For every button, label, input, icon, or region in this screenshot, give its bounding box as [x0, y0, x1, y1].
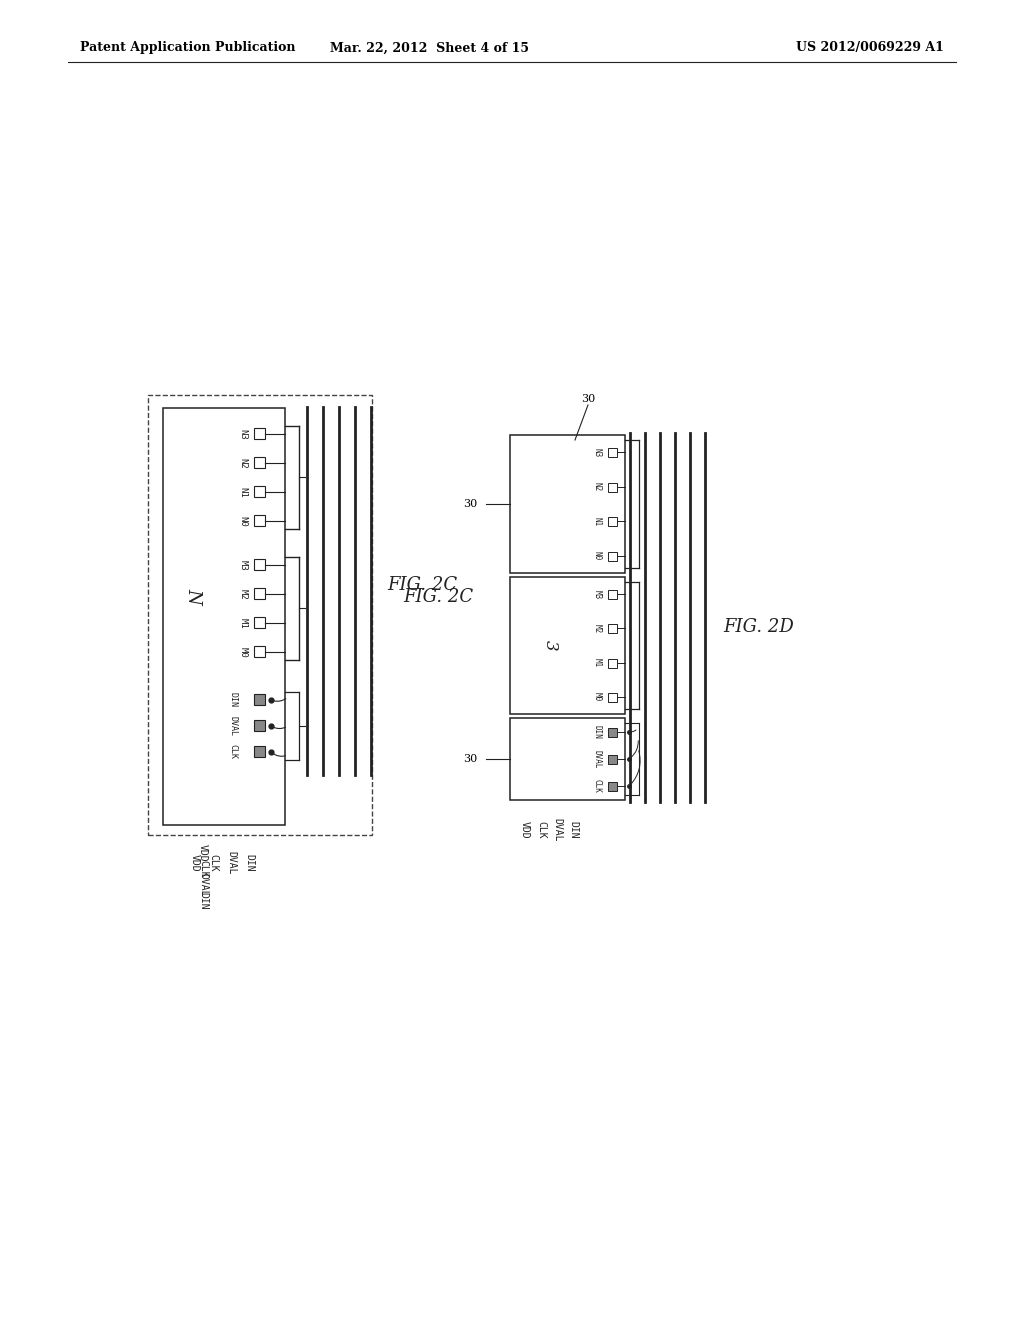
Text: DVAL: DVAL — [593, 750, 601, 768]
Bar — [608, 727, 617, 737]
Text: N3: N3 — [239, 429, 248, 440]
Text: M3: M3 — [239, 560, 248, 570]
Bar — [254, 694, 265, 705]
Text: N: N — [184, 589, 202, 603]
Text: N1: N1 — [239, 487, 248, 498]
Text: 30: 30 — [463, 499, 477, 510]
Bar — [608, 693, 617, 702]
Text: VDD: VDD — [190, 854, 200, 871]
Text: CLK: CLK — [208, 854, 218, 871]
Bar — [510, 577, 625, 714]
Bar — [254, 645, 265, 657]
Bar — [254, 515, 265, 525]
Text: DVAL: DVAL — [226, 851, 236, 875]
Text: M0: M0 — [593, 692, 601, 701]
Text: CLK: CLK — [536, 821, 546, 838]
Text: DIN: DIN — [244, 854, 254, 871]
Text: N3: N3 — [593, 447, 601, 457]
Bar — [608, 483, 617, 492]
Bar — [254, 457, 265, 469]
Text: DVAL: DVAL — [228, 715, 238, 737]
Bar — [254, 616, 265, 628]
Text: 30: 30 — [463, 754, 477, 764]
Text: M3: M3 — [593, 590, 601, 599]
Bar — [608, 755, 617, 764]
Bar — [254, 746, 265, 756]
Text: US 2012/0069229 A1: US 2012/0069229 A1 — [796, 41, 944, 54]
Text: M1: M1 — [593, 657, 601, 667]
Text: DIN: DIN — [593, 725, 601, 739]
Text: CLK: CLK — [228, 744, 238, 759]
Text: CLK: CLK — [593, 779, 601, 793]
Bar — [254, 428, 265, 440]
Text: DVAL: DVAL — [552, 818, 562, 842]
Text: N0: N0 — [239, 516, 248, 527]
Bar — [254, 558, 265, 570]
Bar — [510, 718, 625, 800]
Text: 3: 3 — [542, 640, 558, 651]
Text: Mar. 22, 2012  Sheet 4 of 15: Mar. 22, 2012 Sheet 4 of 15 — [331, 41, 529, 54]
Text: VDD: VDD — [520, 821, 530, 838]
Text: M2: M2 — [239, 589, 248, 599]
Bar — [608, 517, 617, 527]
Bar — [510, 436, 625, 573]
Text: M2: M2 — [593, 624, 601, 634]
Bar — [608, 624, 617, 634]
Text: DIN: DIN — [228, 693, 238, 708]
Bar — [254, 486, 265, 498]
Text: DIN: DIN — [198, 892, 208, 909]
Text: FIG. 2C: FIG. 2C — [402, 587, 473, 606]
Bar — [608, 552, 617, 561]
Text: DIN: DIN — [568, 821, 578, 838]
Text: M0: M0 — [239, 647, 248, 657]
Text: M1: M1 — [239, 618, 248, 628]
Text: N2: N2 — [593, 482, 601, 491]
Bar — [254, 719, 265, 731]
Bar — [148, 395, 372, 836]
Text: N1: N1 — [593, 516, 601, 525]
Text: DVAL: DVAL — [198, 874, 208, 896]
Bar — [608, 449, 617, 457]
Text: FIG. 2C: FIG. 2C — [387, 576, 457, 594]
Text: 30: 30 — [581, 393, 595, 404]
Bar — [608, 590, 617, 599]
Bar — [608, 659, 617, 668]
Text: N0: N0 — [593, 552, 601, 561]
Text: FIG. 2D: FIG. 2D — [723, 618, 794, 636]
Bar — [608, 783, 617, 791]
Text: Patent Application Publication: Patent Application Publication — [80, 41, 296, 54]
Bar — [254, 587, 265, 599]
Bar — [163, 408, 285, 825]
Text: VDD: VDD — [198, 845, 208, 862]
Text: N2: N2 — [239, 458, 248, 469]
Text: CLK: CLK — [198, 861, 208, 878]
